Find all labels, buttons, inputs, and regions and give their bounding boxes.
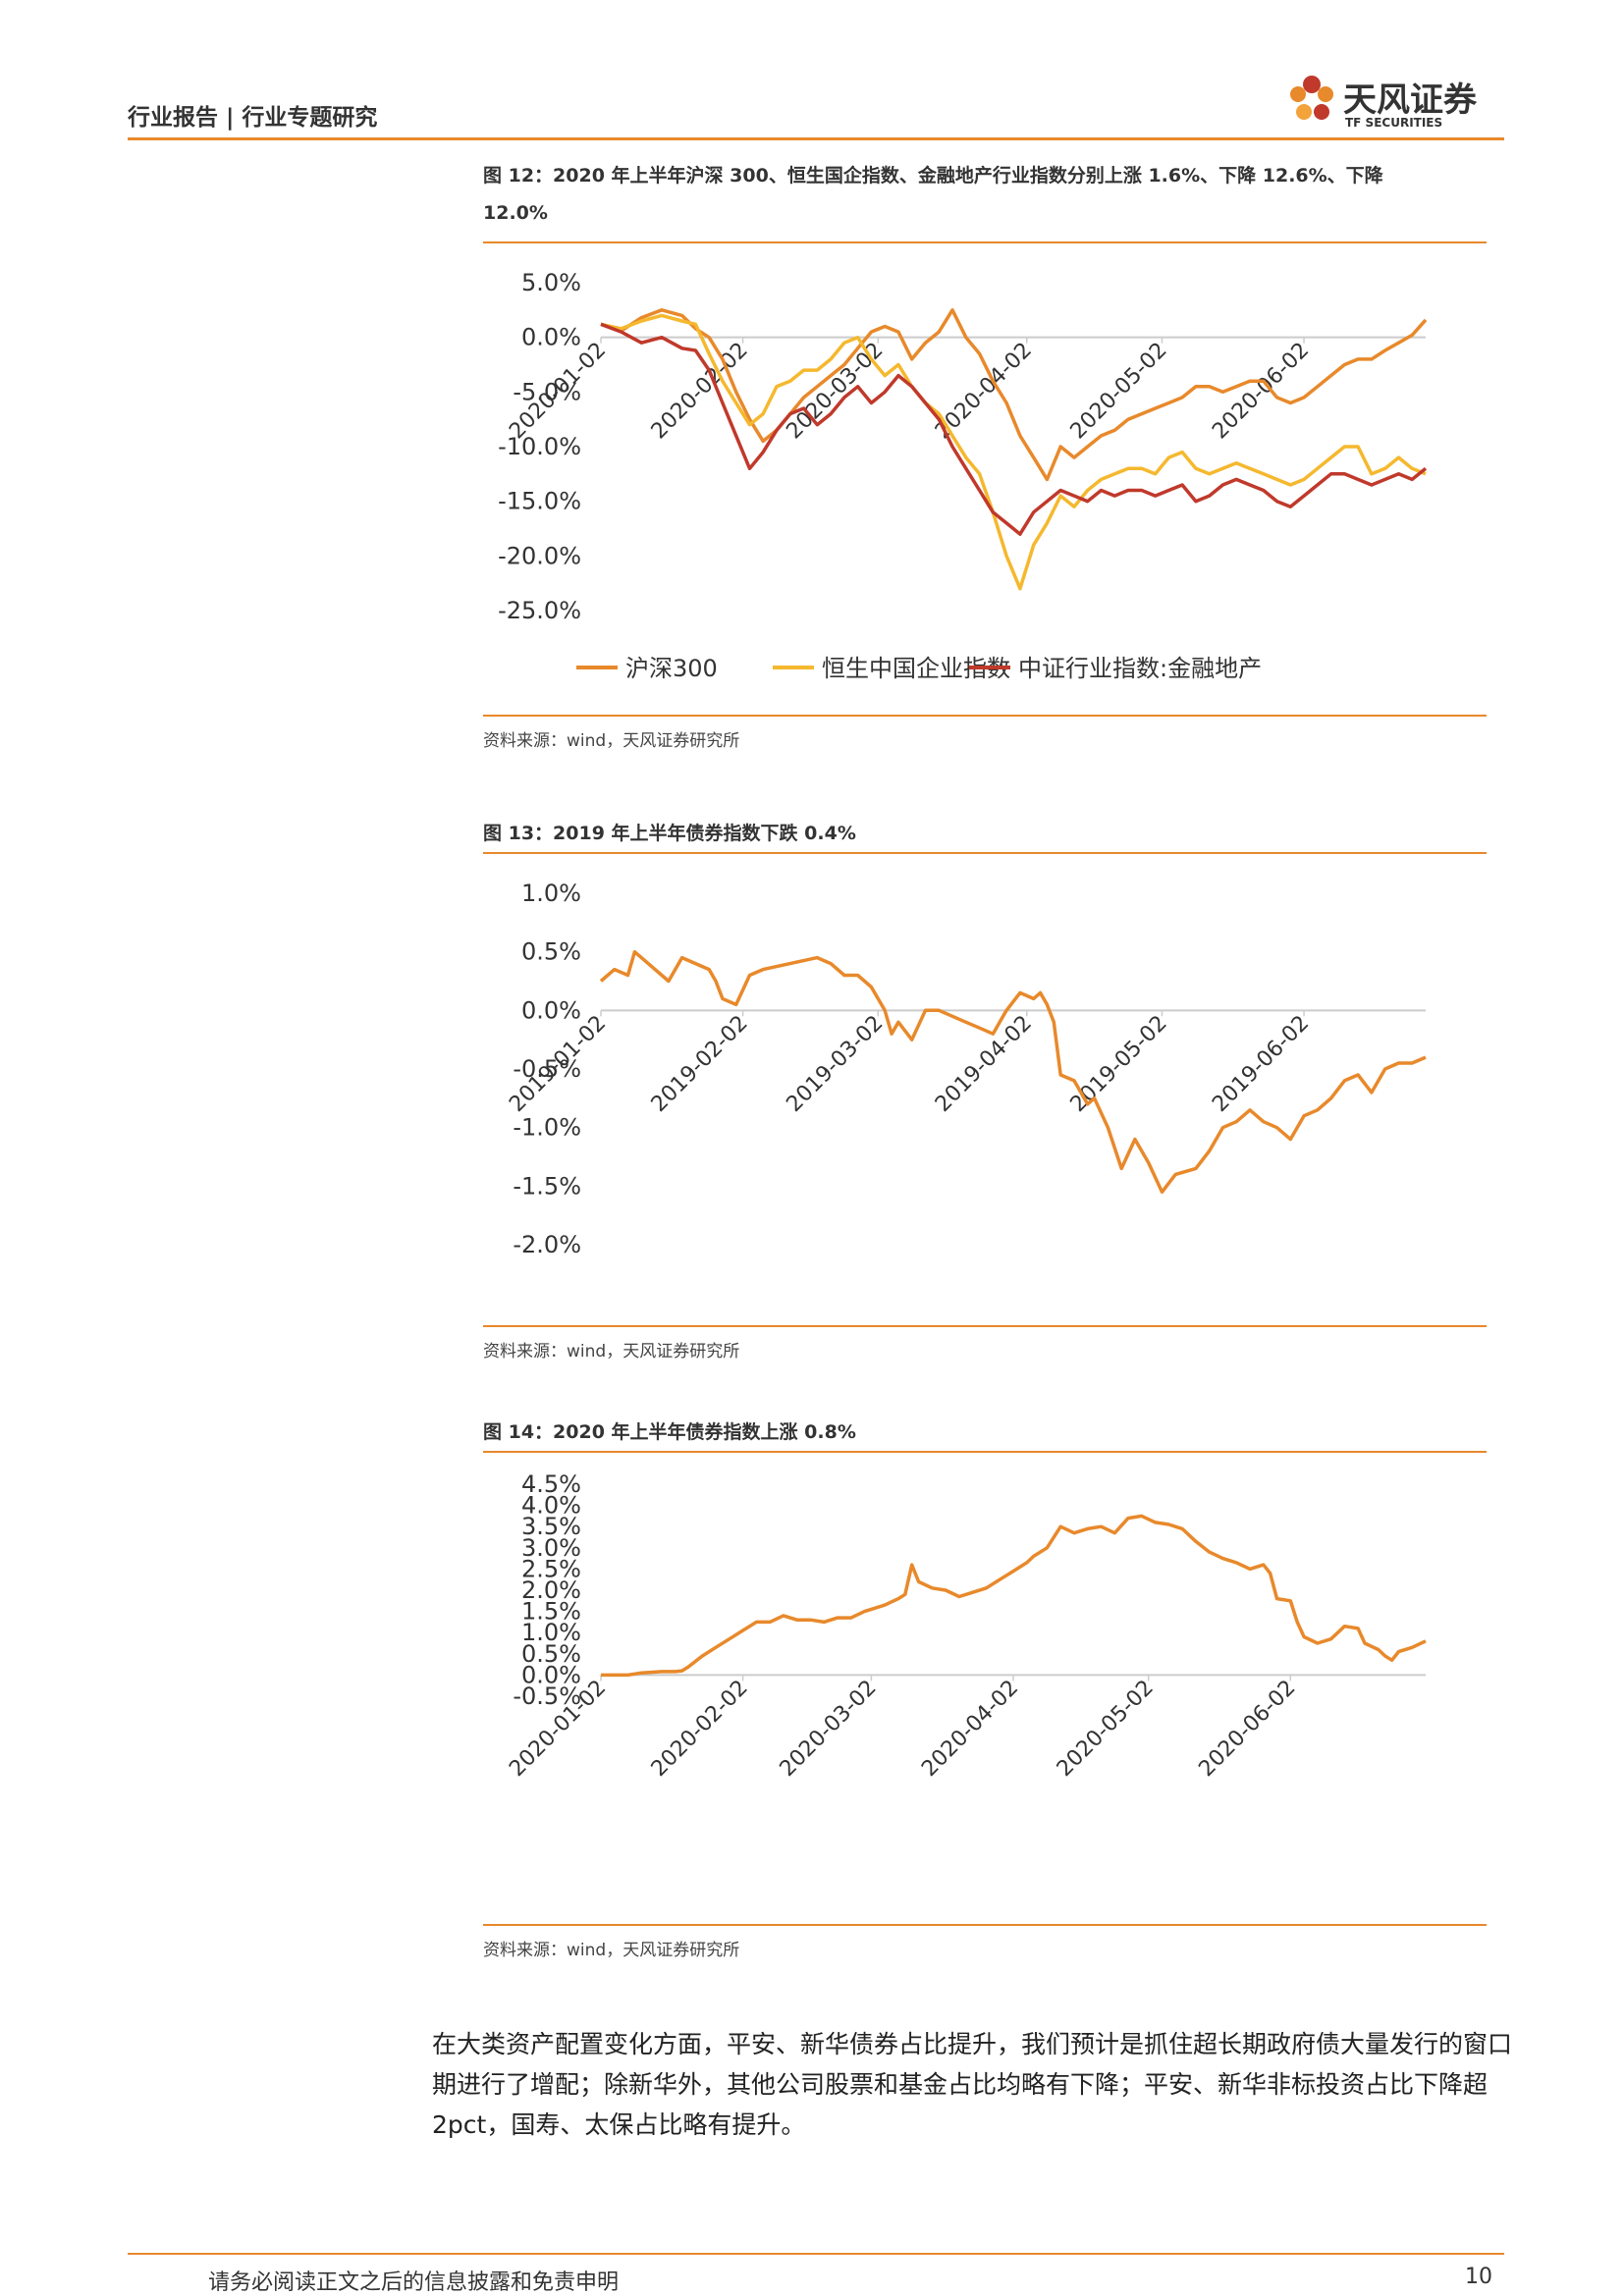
y-tick-label: -0.5% [513,1055,581,1083]
y-tick-label: -5.0% [513,378,581,405]
figure-14-source: 资料来源：wind，天风证券研究所 [483,1941,740,1960]
y-tick-label: 4.5% [521,1470,581,1498]
figure-12-title-line2: 12.0% [483,202,548,224]
y-tick-label: -10.0% [498,433,581,460]
y-tick-label: 0.0% [521,996,581,1024]
figure-13-title: 图 13：2019 年上半年债券指数下跌 0.4% [483,823,856,844]
y-tick-label: -2.0% [513,1231,581,1258]
legend-label: 中证行业指数:金融地产 [1018,655,1262,682]
series-line [599,949,1427,1195]
y-tick-label: 0.5% [521,1640,581,1668]
figure-14-title: 图 14：2020 年上半年债券指数上涨 0.8% [483,1421,856,1443]
x-tick-label: 2020-03-02 [776,1676,882,1782]
x-tick-label: 2019-03-02 [782,1011,888,1117]
x-tick-label: 2019-04-02 [931,1011,1037,1117]
series-line [600,322,1428,536]
x-tick-label: 2019-02-02 [647,1011,753,1117]
y-tick-label: 2.0% [521,1576,581,1604]
company-logo: 天风证券 TF SECURITIES [1276,59,1512,137]
figure-14-top-rule [483,1451,1487,1453]
y-tick-label: -20.0% [498,542,581,569]
figure-12-title: 图 12：2020 年上半年沪深 300、恒生国企指数、金融地产行业指数分别上涨… [483,157,1494,232]
figure-12-chart: 5.0% 0.0% -5.0% -10.0% -15.0% -20.0% -25.0% 202… [483,245,1487,707]
y-tick-label: 1.0% [521,880,581,907]
footer-divider [128,2253,1504,2255]
report-section-header: 行业报告 | 行业专题研究 [128,105,378,131]
y-tick-label: -15.0% [498,488,581,515]
y-tick-label: 3.5% [521,1513,581,1540]
figure-14-bottom-rule [483,1924,1487,1926]
y-tick-label: 0.0% [521,324,581,351]
x-tick-label: 2020-06-02 [1194,1676,1300,1782]
y-tick-label: 4.0% [521,1492,581,1520]
figure-13-source: 资料来源：wind，天风证券研究所 [483,1342,740,1362]
page-number: 10 [1465,2265,1492,2289]
logo-english-name: TF SECURITIES [1345,116,1443,130]
header-divider [128,137,1504,140]
figure-12-title-line1: 图 12：2020 年上半年沪深 300、恒生国企指数、金融地产行业指数分别上涨… [483,165,1383,187]
figure-12-source: 资料来源：wind，天风证券研究所 [483,731,740,751]
footer-disclaimer: 请务必阅读正文之后的信息披露和免责申明 [208,2270,620,2295]
figure-12-top-rule [483,241,1487,243]
figure-13-svg: 1.0%0.5%0.0%-0.5%-1.0%-1.5%-2.0%2019-01-… [505,880,1427,1258]
y-tick-label: 0.5% [521,938,581,966]
series-line [600,313,1427,591]
y-tick-label: 1.0% [521,1619,581,1646]
series-line [601,1514,1427,1678]
figure-12-svg: 5.0%0.0%-5.0%-10.0%-15.0%-20.0%-25.0%202… [498,269,1428,682]
logo-chinese-name: 天风证券 [1343,80,1477,120]
figure-13-bottom-rule [483,1325,1487,1327]
y-tick-label: -0.5% [513,1682,581,1710]
body-paragraph: 在大类资产配置变化方面，平安、新华债券占比提升，我们预计是抓住超长期政府债大量发… [432,2030,1513,2139]
y-tick-label: -1.5% [513,1172,581,1200]
x-tick-label: 2020-02-02 [647,1676,753,1782]
x-tick-label: 2020-04-02 [917,1676,1023,1782]
x-tick-label: 2019-06-02 [1208,1011,1314,1117]
y-tick-label: -25.0% [498,597,581,624]
logo-flower-icon [1290,76,1333,120]
y-tick-label: 1.5% [521,1598,581,1626]
y-tick-label: 5.0% [521,269,581,296]
figure-14-svg: 4.5%4.0%3.5%3.0%2.5%2.0%1.5%1.0%0.5%0.0%… [505,1470,1427,1782]
x-tick-label: 2019-05-02 [1066,1011,1172,1117]
legend-label: 沪深300 [625,655,718,682]
y-tick-label: 2.5% [521,1555,581,1582]
figure-12-bottom-rule [483,715,1487,717]
figure-13-top-rule [483,852,1487,854]
x-tick-label: 2020-05-02 [1053,1676,1159,1782]
y-tick-label: 3.0% [521,1534,581,1562]
series-line [600,308,1428,482]
y-tick-label: 0.0% [521,1661,581,1688]
y-tick-label: -1.0% [513,1114,581,1142]
figure-13-chart: 1.0% 0.5% 0.0% -0.5% -1.0% -1.5% -2.0% 2019-01-… [483,856,1487,1317]
figure-14-chart: 4.5% 4.0% 3.5% 3.0% 2.5% 2.0% 1.5% 1.0% 0.5% 0.0%… [483,1455,1487,1916]
